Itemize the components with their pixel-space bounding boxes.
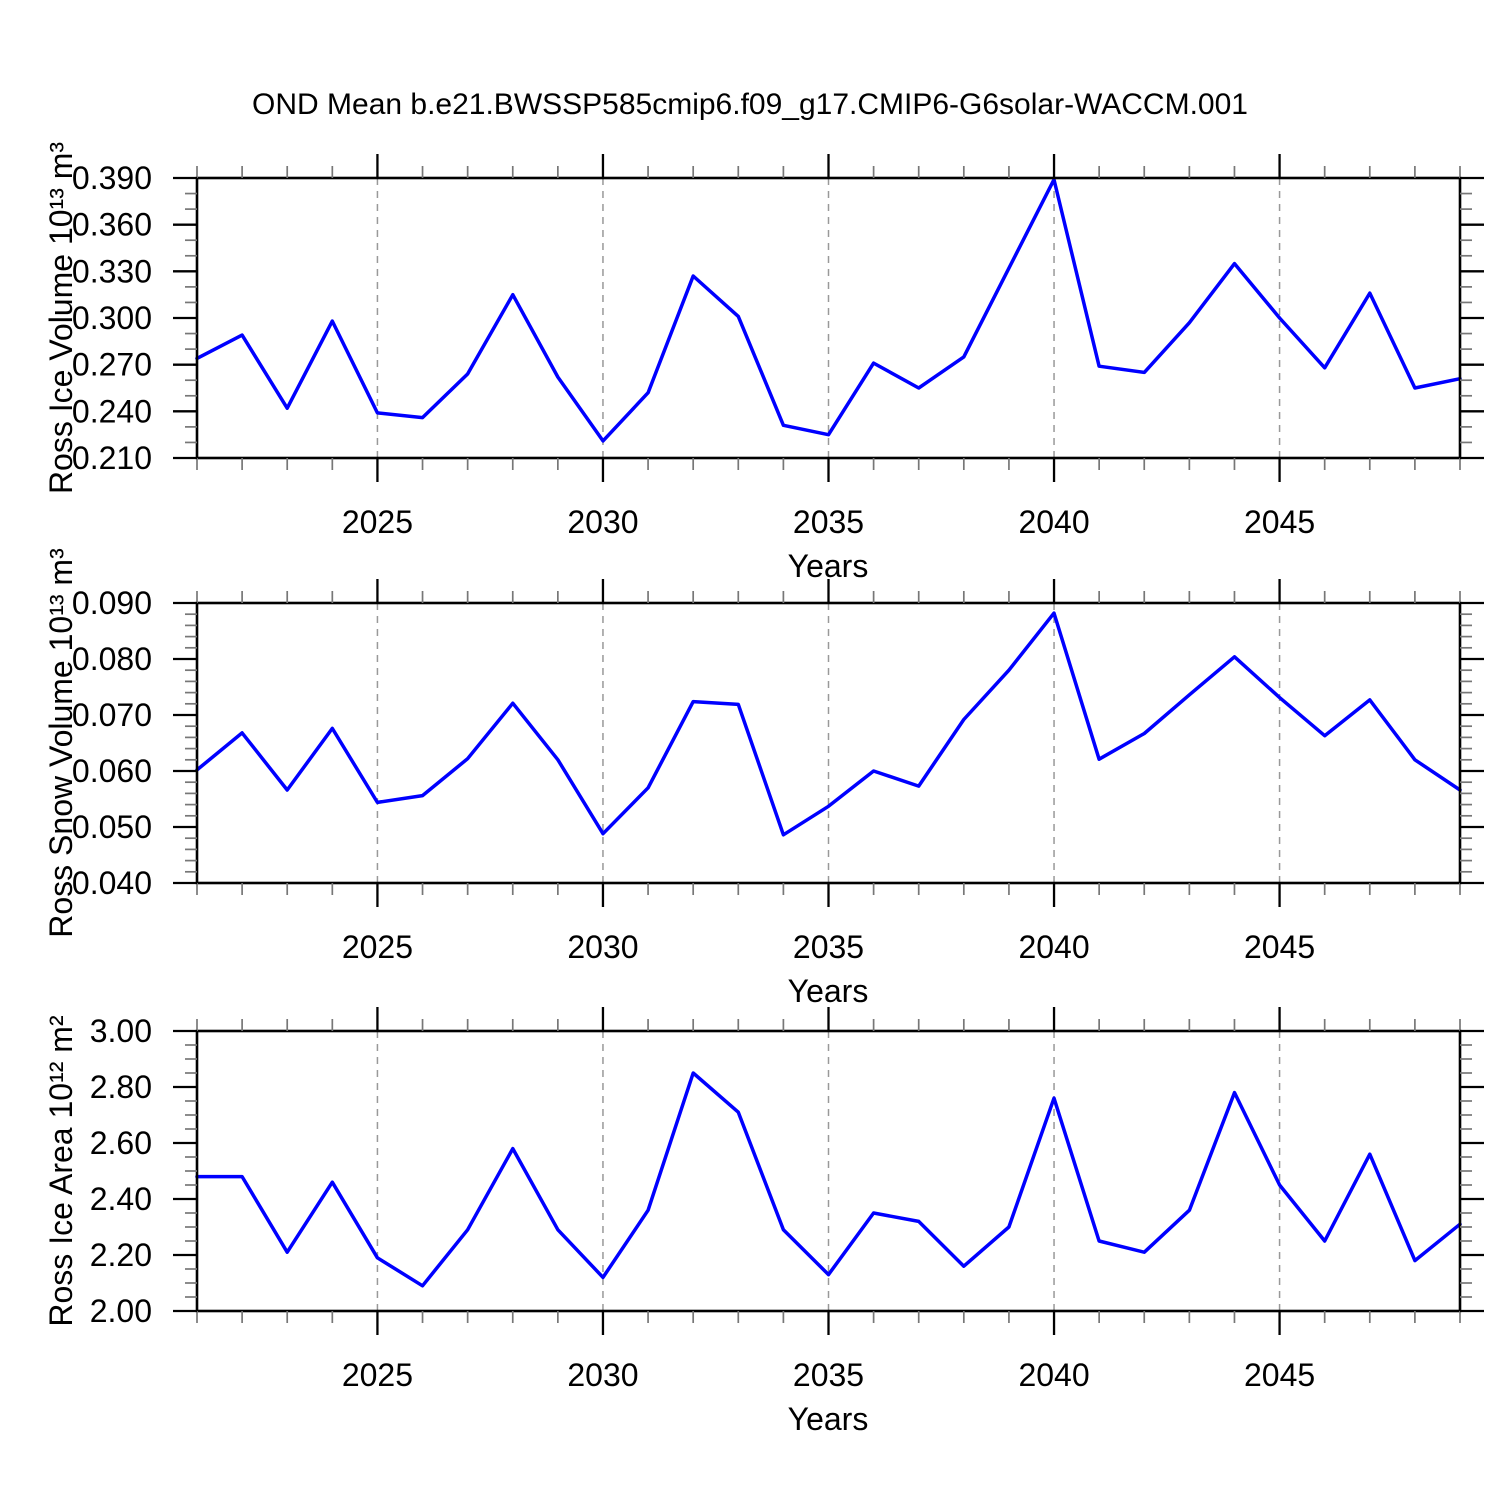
data-line-ross-ice-volume [195, 177, 1462, 443]
y-tick-label: 0.060 [72, 753, 152, 789]
xlabel-years-panel2: Years [788, 973, 869, 1009]
chart-title: OND Mean b.e21.BWSSP585cmip6.f09_g17.CMI… [252, 88, 1248, 121]
x-tick-label: 2035 [793, 1357, 864, 1393]
y-tick-label: 0.050 [72, 809, 152, 845]
y-tick-label: 2.80 [90, 1069, 152, 1105]
x-tick-label: 2030 [567, 1357, 638, 1393]
data-line-ross-snow-volume [195, 611, 1462, 837]
xlabel-years-panel3: Years [788, 1401, 869, 1437]
panel-ross-snow-volume: 0.040 0.050 0.060 0.070 0.080 0.090 2025 2030 20… [72, 579, 1484, 965]
y-tick-label: 2.60 [90, 1125, 152, 1161]
panel-ross-ice-volume: 0.210 0.240 0.270 0.300 0.330 0.360 0.390 2025 2… [72, 154, 1484, 540]
y-tick-label: 0.270 [72, 347, 152, 383]
y-tick-label: 3.00 [90, 1013, 152, 1049]
x-tick-label: 2035 [793, 504, 864, 540]
x-tick-label: 2045 [1244, 504, 1315, 540]
panel-ross-ice-area: 2.00 2.20 2.40 2.60 2.80 3.00 2025 2030 2035 2040… [90, 1007, 1484, 1393]
x-tick-label: 2040 [1018, 1357, 1089, 1393]
x-tick-label: 2045 [1244, 929, 1315, 965]
y-tick-label: 2.00 [90, 1293, 152, 1329]
y-tick-label: 2.20 [90, 1237, 152, 1273]
x-tick-label: 2035 [793, 929, 864, 965]
y-tick-label: 0.390 [72, 160, 152, 196]
x-tick-label: 2040 [1018, 929, 1089, 965]
x-tick-label: 2040 [1018, 504, 1089, 540]
x-tick-label: 2025 [342, 504, 413, 540]
xlabel-years-panel1: Years [788, 548, 869, 584]
y-tick-label: 2.40 [90, 1181, 152, 1217]
y-tick-label: 0.040 [72, 865, 152, 901]
x-tick-label: 2025 [342, 929, 413, 965]
y-tick-label: 0.300 [72, 300, 152, 336]
y-tick-label: 0.210 [72, 440, 152, 476]
y-tick-label: 0.070 [72, 697, 152, 733]
y-tick-label: 0.330 [72, 253, 152, 289]
x-tick-label: 2030 [567, 504, 638, 540]
ylabel-ross-ice-area: Ross Ice Area 10¹² m² [43, 1015, 79, 1327]
y-tick-label: 0.090 [72, 585, 152, 621]
data-line-ross-ice-area [195, 1071, 1462, 1288]
y-tick-label: 0.080 [72, 641, 152, 677]
y-tick-label: 0.240 [72, 393, 152, 429]
ylabel-ross-snow-volume: Ross Snow Volume 10¹³ m³ [43, 548, 79, 938]
x-tick-label: 2030 [567, 929, 638, 965]
x-tick-label: 2025 [342, 1357, 413, 1393]
ylabel-ross-ice-volume: Ross Ice Volume 10¹³ m³ [43, 142, 79, 494]
y-tick-label: 0.360 [72, 207, 152, 243]
x-tick-label: 2045 [1244, 1357, 1315, 1393]
